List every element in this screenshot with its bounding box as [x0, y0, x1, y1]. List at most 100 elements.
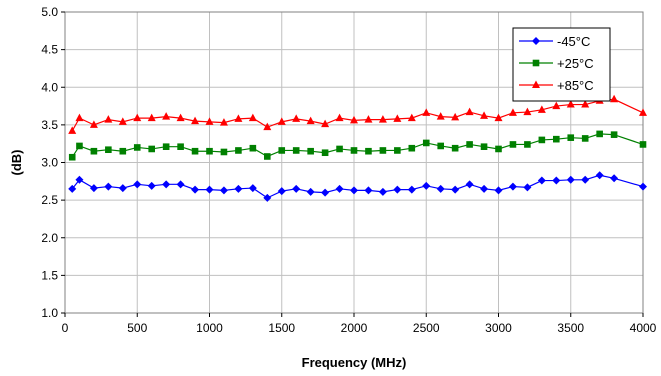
data-point — [532, 37, 540, 45]
x-tick-label: 1500 — [268, 321, 295, 335]
data-point — [90, 147, 98, 155]
legend-label: +85°C — [557, 78, 594, 93]
data-point — [350, 115, 358, 124]
y-tick-label: 3.0 — [41, 156, 58, 170]
data-point — [335, 184, 344, 193]
data-point — [321, 188, 330, 197]
y-tick-label: 4.5 — [41, 43, 58, 57]
data-point — [595, 171, 604, 180]
data-point — [394, 147, 401, 154]
data-point — [162, 112, 171, 120]
data-point — [422, 181, 431, 190]
data-point — [523, 183, 532, 192]
data-point — [509, 141, 517, 148]
data-point — [466, 141, 473, 148]
legend-label: +25°C — [557, 56, 594, 71]
data-point — [495, 145, 502, 153]
series-line — [71, 98, 644, 132]
data-point — [162, 180, 171, 189]
data-point — [393, 114, 402, 122]
data-point — [552, 176, 561, 185]
data-point — [147, 181, 156, 190]
x-tick-label: 0 — [62, 321, 69, 335]
x-tick-label: 2000 — [341, 321, 368, 335]
data-point — [75, 175, 84, 184]
data-point — [436, 184, 445, 193]
data-point — [480, 143, 488, 150]
data-point — [610, 94, 619, 103]
data-point — [538, 136, 546, 144]
x-tick-label: 3000 — [485, 321, 512, 335]
data-point — [364, 115, 373, 123]
data-point — [364, 186, 373, 195]
legend: -45°C +25°C +85°C — [512, 27, 611, 102]
legend-entry-plus25c: +25°C — [519, 56, 594, 71]
data-point — [567, 134, 575, 141]
data-point — [264, 153, 271, 160]
data-point — [508, 182, 517, 191]
data-point — [119, 147, 127, 155]
legend-box — [512, 27, 611, 102]
data-point — [407, 113, 416, 122]
data-point — [89, 120, 98, 128]
data-point — [566, 175, 575, 184]
data-point — [532, 80, 540, 88]
data-point — [321, 149, 329, 157]
data-point — [378, 187, 387, 196]
data-point — [277, 187, 286, 196]
data-point — [292, 147, 300, 154]
data-point — [235, 147, 242, 154]
data-point — [610, 174, 619, 183]
y-tick-label: 4.0 — [41, 80, 58, 94]
data-point — [219, 186, 228, 195]
data-point — [75, 113, 84, 122]
data-point — [278, 147, 286, 154]
x-axis-title: Frequency (MHz) — [302, 355, 407, 370]
legend-entry-minus45c: -45°C — [519, 34, 590, 49]
data-point — [437, 142, 444, 150]
data-point — [104, 182, 113, 191]
data-point — [610, 131, 618, 138]
data-point — [292, 114, 301, 122]
data-point — [379, 147, 387, 154]
data-point — [176, 113, 185, 122]
data-point — [234, 114, 243, 122]
data-point — [89, 184, 98, 193]
data-point — [191, 147, 199, 155]
y-axis-title: (dB) — [9, 150, 24, 176]
data-point — [219, 118, 228, 126]
x-tick-label: 2500 — [413, 321, 440, 335]
data-point — [350, 186, 358, 195]
data-point — [365, 147, 372, 155]
data-point — [508, 108, 517, 116]
data-point — [248, 184, 257, 193]
data-point — [639, 182, 647, 191]
series — [68, 94, 647, 134]
series-line — [71, 174, 644, 199]
x-tick-label: 4000 — [630, 321, 657, 335]
y-tick-label: 2.0 — [41, 231, 58, 245]
y-axis-ticks: 1.0 1.5 2.0 2.5 3.0 3.5 4.0 4.5 5.0 — [41, 5, 65, 320]
series-layer — [68, 94, 647, 202]
data-point — [263, 122, 272, 131]
data-point — [191, 116, 200, 125]
y-tick-label: 1.0 — [41, 306, 58, 320]
data-point — [451, 144, 459, 152]
data-point — [350, 147, 358, 154]
data-point — [263, 193, 272, 202]
data-point — [307, 147, 314, 155]
data-point — [596, 130, 603, 138]
data-point — [451, 112, 460, 121]
y-tick-label: 3.5 — [41, 118, 58, 132]
data-point — [465, 107, 474, 116]
data-point — [104, 115, 113, 123]
data-point — [581, 175, 590, 184]
data-point — [68, 153, 76, 161]
data-point — [205, 117, 214, 125]
data-point — [177, 143, 184, 150]
data-point — [147, 113, 156, 122]
data-point — [133, 180, 142, 189]
data-point — [248, 113, 257, 122]
data-point — [220, 148, 228, 156]
